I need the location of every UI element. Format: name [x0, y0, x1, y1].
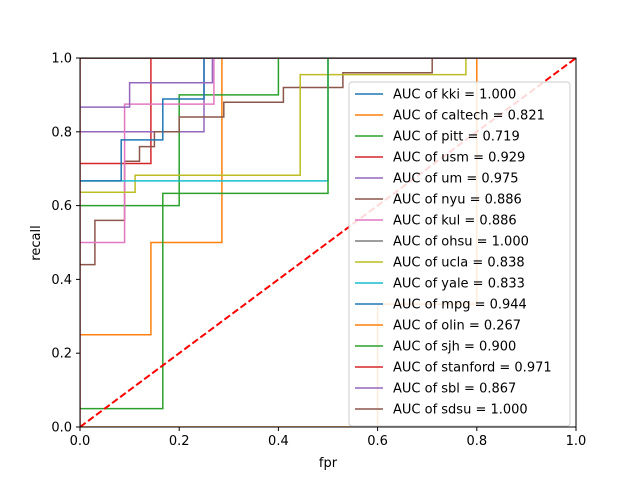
y-tick-label: 0.0 [51, 421, 72, 436]
legend-entry: AUC of ucla = 0.838 [393, 256, 525, 271]
legend-entry: AUC of stanford = 0.971 [393, 361, 552, 376]
legend-entry: AUC of kul = 0.886 [393, 214, 517, 229]
legend-entry: AUC of caltech = 0.821 [393, 109, 545, 124]
legend-entry: AUC of usm = 0.929 [393, 151, 525, 166]
x-tick-label: 0.2 [169, 434, 190, 449]
y-tick-label: 0.2 [51, 347, 72, 362]
legend-entry: AUC of pitt = 0.719 [393, 130, 520, 145]
legend: AUC of kki = 1.000 AUC of caltech = 0.821… [348, 81, 571, 427]
legend-entry: AUC of sdsu = 1.000 [393, 403, 528, 418]
legend-box [348, 81, 571, 427]
series-line-3 [80, 58, 576, 165]
legend-entry: AUC of mpg = 0.944 [393, 298, 527, 313]
x-axis-label: fpr [319, 456, 338, 471]
legend-entry: AUC of sjh = 0.900 [393, 340, 516, 355]
legend-entry: AUC of kki = 1.000 [393, 88, 516, 103]
series-line-1 [80, 58, 576, 336]
series-line-8 [80, 58, 576, 194]
y-tick-label: 1.0 [51, 52, 72, 67]
series-line-6 [80, 58, 576, 244]
y-axis-label: recall [29, 225, 44, 260]
legend-entry: AUC of nyu = 0.886 [393, 193, 522, 208]
series-line-14 [80, 58, 576, 108]
x-tick-label: 0.4 [268, 434, 289, 449]
x-axis-ticks: 0.0 0.2 0.4 0.6 0.8 1.0 [70, 427, 587, 449]
series-line-10 [80, 58, 576, 182]
plot-frame [79, 57, 577, 428]
x-tick-label: 1.0 [566, 434, 587, 449]
y-axis-ticks: 0.0 0.2 0.4 0.6 0.8 1.0 [51, 52, 80, 436]
legend-entry: AUC of ohsu = 1.000 [393, 235, 529, 250]
y-tick-label: 0.4 [51, 273, 72, 288]
y-tick-label: 0.8 [51, 125, 72, 140]
x-tick-label: 0.8 [466, 434, 487, 449]
legend-entry: AUC of yale = 0.833 [393, 277, 525, 292]
y-tick-label: 0.6 [51, 199, 72, 214]
series-line-12 [80, 58, 576, 410]
series-layer [80, 58, 576, 427]
legend-entry: AUC of um = 0.975 [393, 172, 519, 187]
x-tick-label: 0.6 [367, 434, 388, 449]
x-tick-label: 0.0 [70, 434, 91, 449]
legend-entry: AUC of sbl = 0.867 [393, 382, 516, 397]
legend-entry: AUC of olin = 0.267 [393, 319, 521, 334]
